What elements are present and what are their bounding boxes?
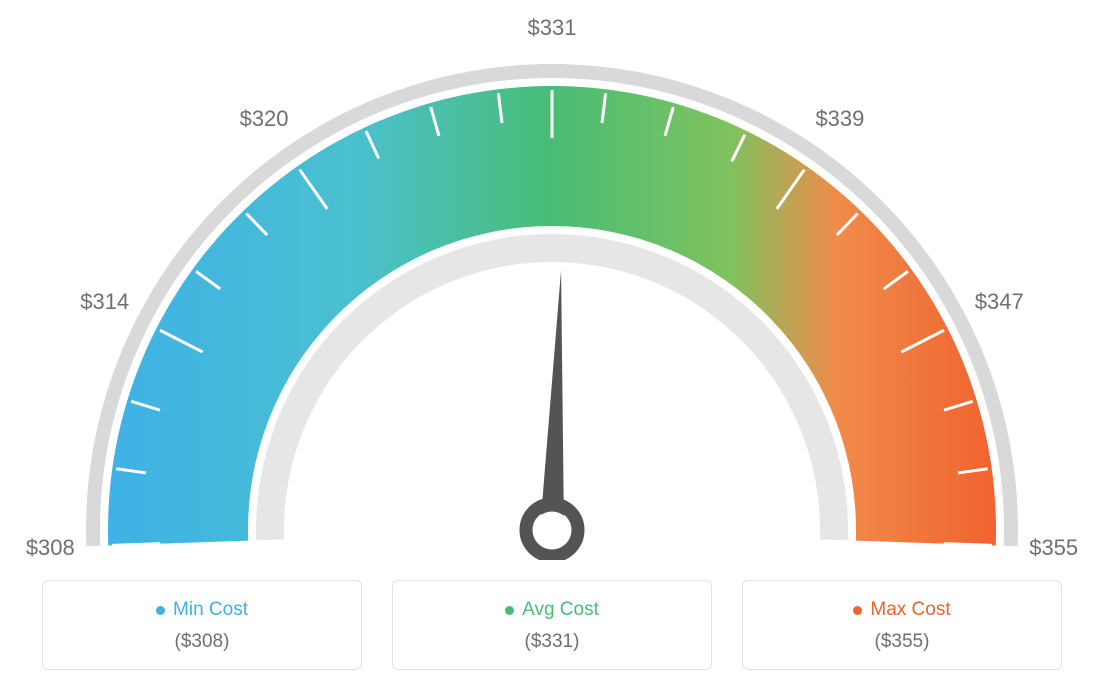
- dot-icon: [505, 606, 514, 615]
- gauge-tick-label: $314: [80, 289, 129, 315]
- legend-avg-title: Avg Cost: [505, 599, 599, 621]
- gauge-tick-label: $347: [975, 289, 1024, 315]
- legend-avg-card: Avg Cost ($331): [392, 580, 712, 670]
- legend-max-title: Max Cost: [853, 599, 950, 621]
- dot-icon: [156, 606, 165, 615]
- gauge-tick-label: $320: [240, 106, 289, 132]
- gauge-svg: [0, 0, 1104, 560]
- legend-max-label: Max Cost: [870, 599, 950, 621]
- legend-avg-value: ($331): [403, 631, 701, 653]
- gauge-tick-label: $355: [1029, 535, 1078, 561]
- legend-min-card: Min Cost ($308): [42, 580, 362, 670]
- legend-min-title: Min Cost: [156, 599, 248, 621]
- dot-icon: [853, 606, 862, 615]
- legend-max-value: ($355): [753, 631, 1051, 653]
- gauge-tick-label: $339: [815, 106, 864, 132]
- gauge-tick-label: $308: [26, 535, 75, 561]
- legend-row: Min Cost ($308) Avg Cost ($331) Max Cost…: [0, 580, 1104, 670]
- legend-min-value: ($308): [53, 631, 351, 653]
- legend-min-label: Min Cost: [173, 599, 248, 621]
- gauge-tick-label: $331: [528, 15, 577, 41]
- legend-avg-label: Avg Cost: [522, 599, 599, 621]
- cost-gauge: $308 $314 $320 $331 $339 $347 $355: [0, 0, 1104, 560]
- legend-max-card: Max Cost ($355): [742, 580, 1062, 670]
